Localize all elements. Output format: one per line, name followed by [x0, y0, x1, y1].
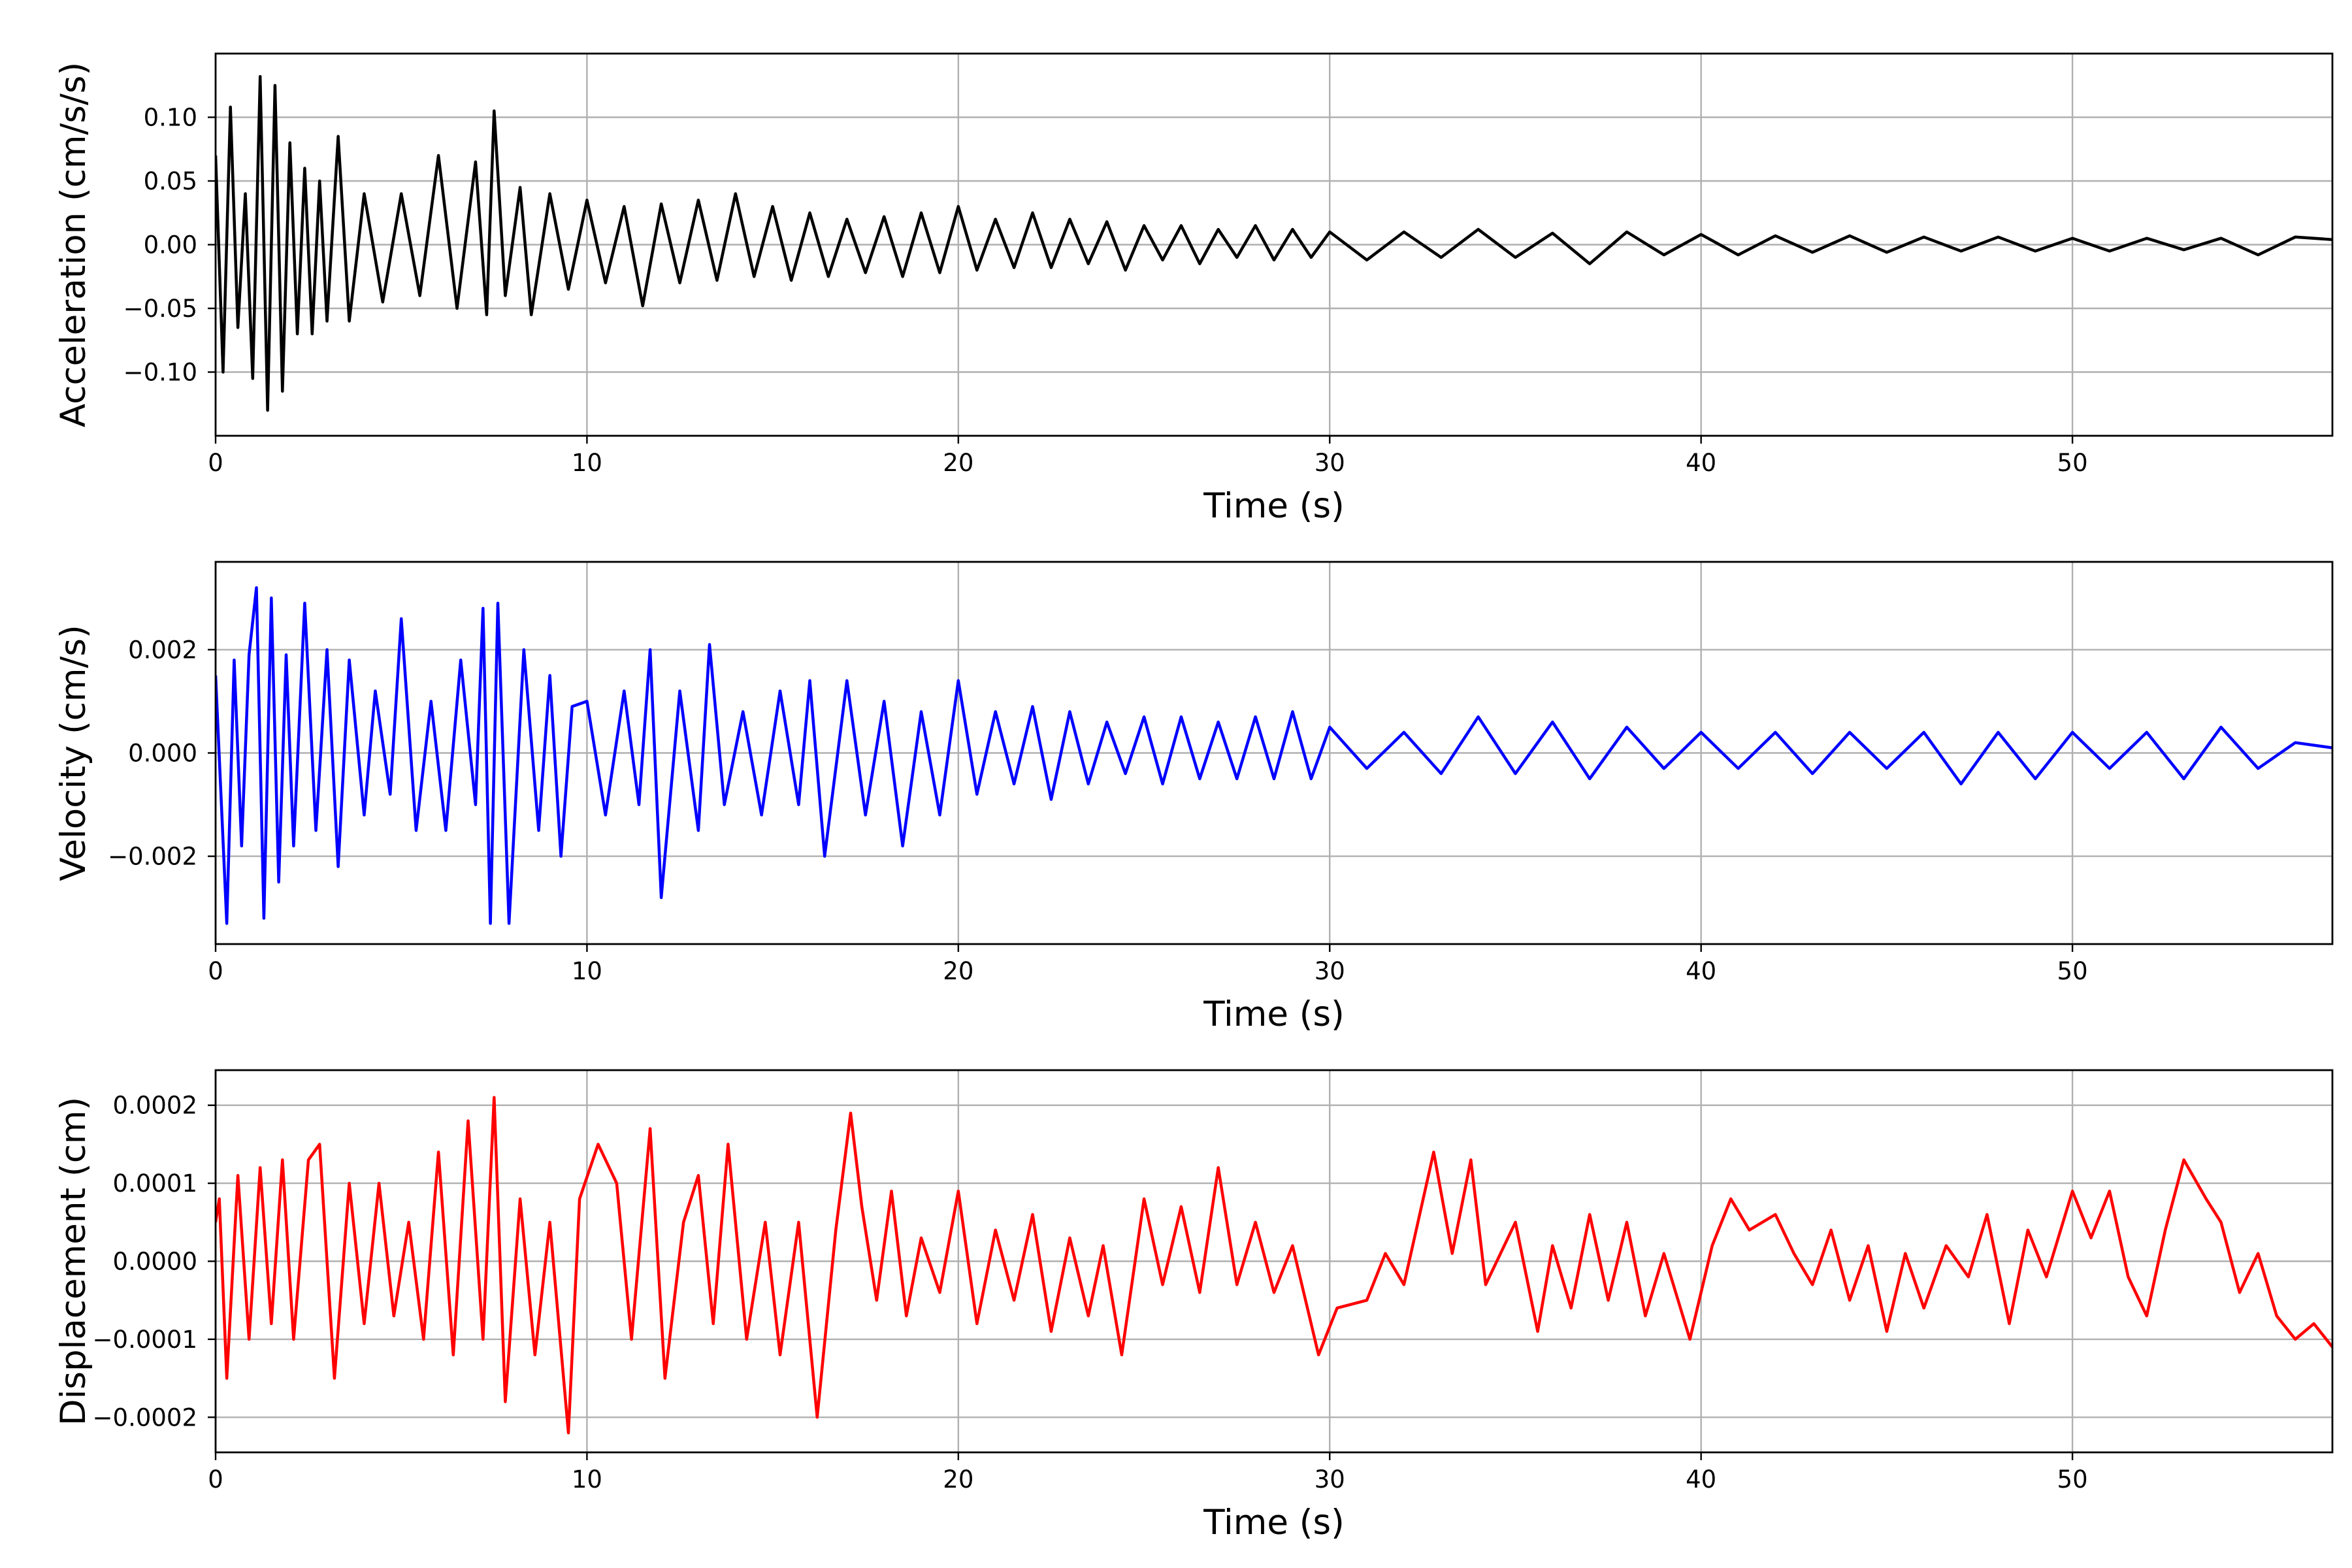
velocity-x-tick-label: 20	[943, 957, 973, 985]
velocity-x-tick-label: 10	[572, 957, 602, 985]
displacement-y-tick-label: 0.0001	[113, 1169, 197, 1198]
velocity-x-axis-label: Time (s)	[1203, 994, 1345, 1034]
acceleration-x-tick-label: 20	[943, 449, 973, 477]
acceleration-x-tick-label: 10	[572, 449, 602, 477]
displacement-x-axis-label: Time (s)	[1203, 1503, 1345, 1543]
displacement-y-tick-label: −0.0002	[93, 1403, 197, 1431]
acceleration-y-tick-label: −0.05	[123, 295, 197, 323]
displacement-x-tick-label: 10	[572, 1465, 602, 1494]
acceleration-x-tick-label: 40	[1686, 449, 1716, 477]
displacement-x-tick-label: 20	[943, 1465, 973, 1494]
displacement-panel: 0 10 20 30 40 50 −0.0002 −0.0001 0.0000 0.0001 0.0…	[54, 1069, 2334, 1543]
displacement-x-tick-label: 40	[1686, 1465, 1716, 1494]
velocity-x-tick-label: 0	[208, 957, 223, 985]
acceleration-y-axis-label: Acceleration (cm/s/s)	[54, 62, 93, 427]
acceleration-y-tick-label: 0.00	[144, 231, 197, 259]
velocity-y-tick-label: 0.002	[128, 636, 197, 664]
acceleration-y-tick-label: −0.10	[123, 359, 197, 387]
acceleration-panel: 0 10 20 30 40 50 −0.10 −0.05 0.00 0.05 0.10 Time (…	[54, 52, 2334, 526]
displacement-x-tick-label: 50	[2057, 1465, 2088, 1494]
displacement-x-tick-label: 0	[208, 1465, 223, 1494]
acceleration-series-line	[216, 74, 2332, 412]
displacement-series-line	[216, 1096, 2332, 1435]
velocity-y-tick-label: −0.002	[108, 843, 197, 871]
displacement-y-tick-label: 0.0000	[113, 1248, 197, 1276]
acceleration-x-tick-label: 0	[208, 449, 223, 477]
velocity-series-line	[216, 586, 2332, 925]
acceleration-y-tick-label: 0.10	[144, 104, 197, 132]
displacement-y-tick-label: −0.0001	[93, 1326, 197, 1354]
velocity-panel: 0 10 20 30 40 50 −0.002 0.000 0.002 Time (s) Vel…	[54, 561, 2334, 1034]
velocity-x-tick-label: 30	[1315, 957, 1345, 985]
acceleration-x-tick-label: 50	[2057, 449, 2088, 477]
displacement-y-axis-label: Displacement (cm)	[54, 1097, 93, 1426]
acceleration-x-tick-label: 30	[1315, 449, 1345, 477]
velocity-y-axis-label: Velocity (cm/s)	[54, 625, 93, 881]
velocity-y-tick-label: 0.000	[128, 740, 197, 768]
velocity-x-tick-label: 50	[2057, 957, 2088, 985]
displacement-x-tick-label: 30	[1315, 1465, 1345, 1494]
displacement-y-tick-label: 0.0002	[113, 1092, 197, 1120]
acceleration-x-axis-label: Time (s)	[1203, 486, 1345, 526]
acceleration-y-tick-label: 0.05	[144, 167, 197, 195]
velocity-x-tick-label: 40	[1686, 957, 1716, 985]
